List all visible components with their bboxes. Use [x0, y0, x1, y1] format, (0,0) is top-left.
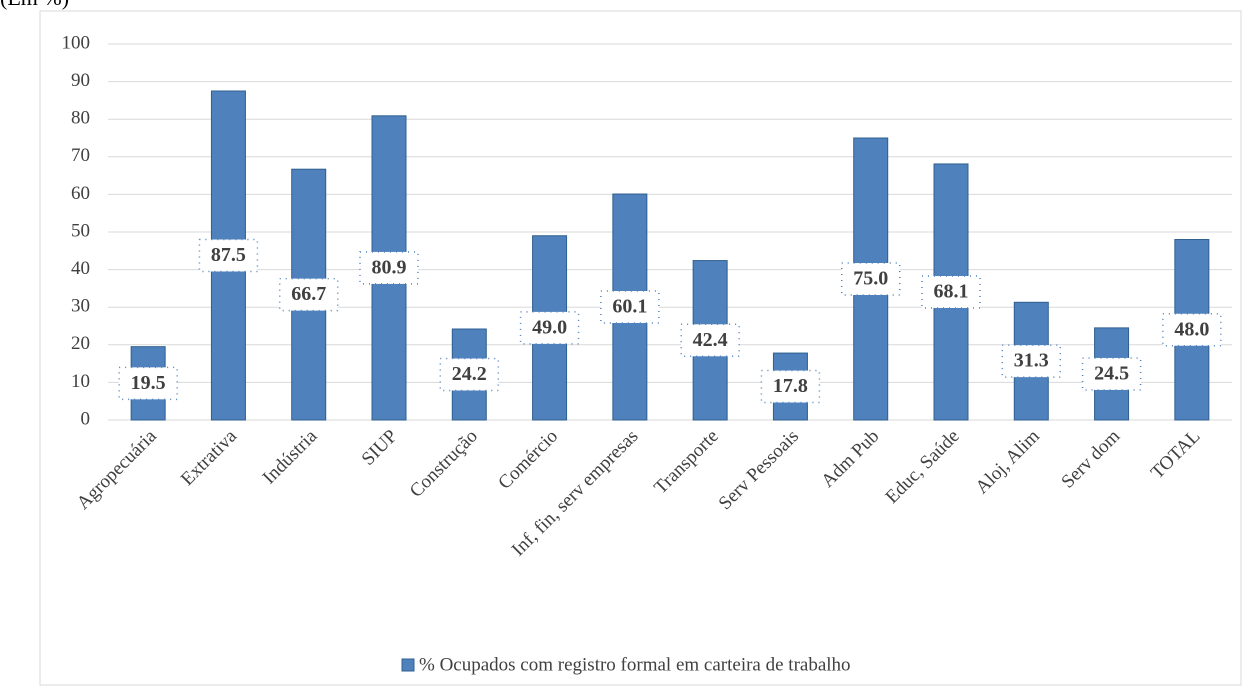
value-label: 80.9	[372, 257, 407, 279]
value-label-box	[680, 323, 740, 358]
value-label-box	[600, 290, 660, 324]
y-tick-label: 40	[71, 258, 90, 279]
value-label-box	[278, 277, 339, 312]
value-label-box	[1162, 313, 1222, 347]
legend-swatch	[401, 658, 415, 672]
value-label: 17.8	[773, 375, 808, 397]
y-tick-label: 10	[71, 371, 90, 392]
value-label: 19.5	[131, 372, 166, 394]
y-tick-label: 90	[71, 70, 90, 91]
y-tick-label: 0	[81, 408, 91, 429]
value-label-box	[840, 262, 901, 296]
value-label-box	[359, 251, 419, 285]
value-label: 24.5	[1094, 363, 1129, 385]
value-label: 42.4	[693, 329, 728, 351]
y-tick-label: 50	[71, 220, 90, 241]
value-label: 24.2	[452, 363, 487, 385]
y-tick-label: 60	[71, 183, 90, 204]
y-tick-label: 70	[71, 145, 90, 166]
y-tick-label: 80	[71, 108, 90, 129]
value-label-box	[760, 369, 821, 404]
value-label-box	[1001, 344, 1062, 378]
chart-title: (Em %)	[0, 0, 69, 10]
value-label-box	[118, 366, 178, 401]
value-label: 75.0	[853, 268, 888, 290]
legend-label: % Ocupados com registro formal em cartei…	[419, 654, 851, 675]
value-label: 48.0	[1174, 318, 1209, 340]
value-label-box	[439, 357, 500, 392]
value-label-box	[1081, 357, 1142, 391]
y-tick-label: 30	[71, 296, 90, 317]
value-label: 87.5	[211, 244, 246, 266]
value-label: 49.0	[532, 316, 567, 338]
value-label: 60.1	[612, 296, 647, 318]
value-label: 31.3	[1014, 350, 1049, 372]
value-label-box	[198, 238, 259, 273]
y-tick-label: 20	[71, 333, 90, 354]
y-tick-label: 100	[62, 32, 91, 53]
value-label-box	[519, 311, 580, 345]
value-label: 66.7	[291, 283, 326, 305]
value-label-box	[921, 275, 981, 309]
value-label: 68.1	[934, 281, 969, 303]
